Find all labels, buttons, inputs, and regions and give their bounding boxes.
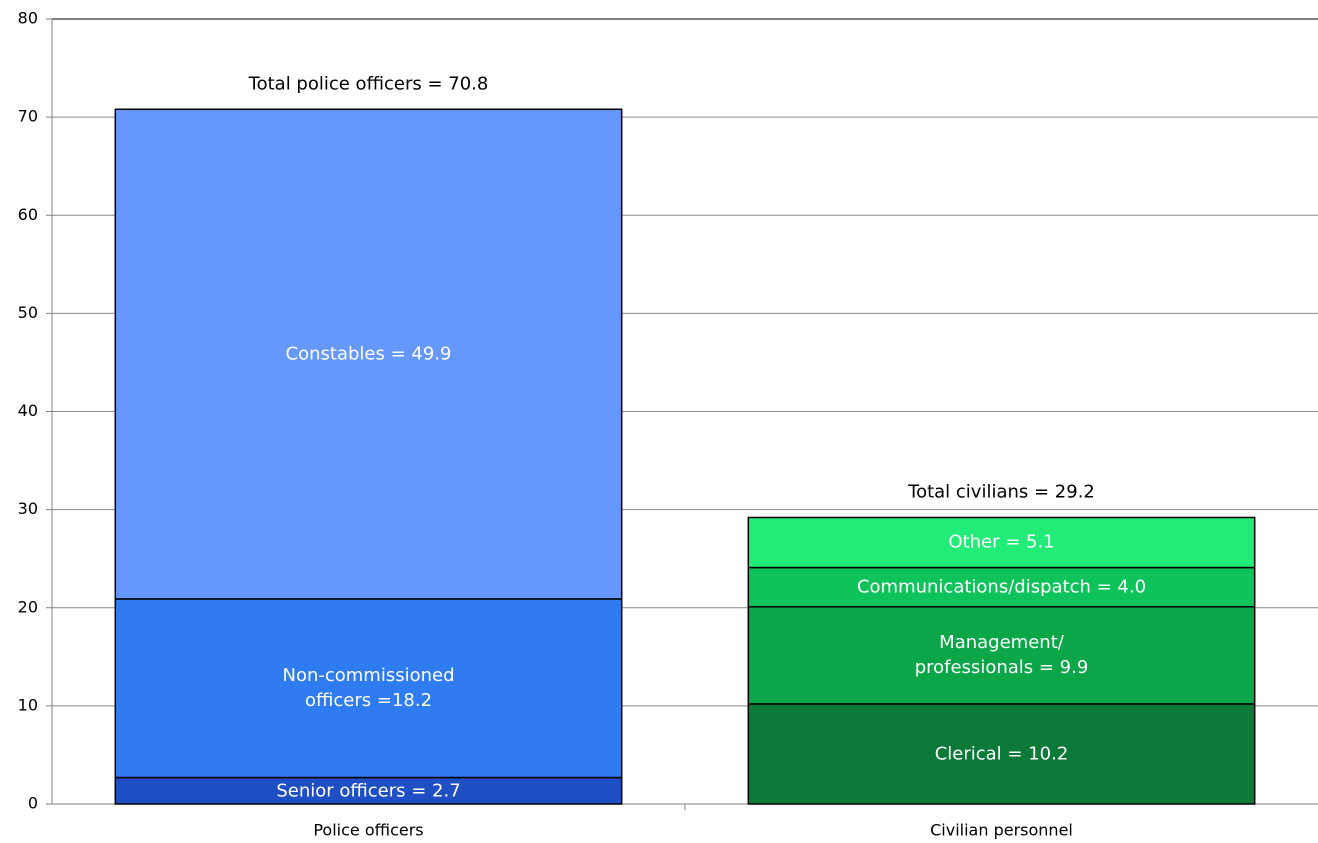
y-tick-label: 30: [18, 499, 38, 518]
bar-segment: [114, 108, 623, 600]
y-tick-label: 70: [18, 107, 38, 126]
y-tick-label: 20: [18, 597, 38, 616]
segment-label: Clerical = 10.2: [934, 743, 1069, 765]
bar-segment: [747, 516, 1256, 569]
segment-label: Other = 5.1: [948, 531, 1055, 553]
segment-label: Communications/dispatch = 4.0: [856, 576, 1147, 598]
x-tick-label: Civilian personnel: [930, 821, 1073, 840]
bar-segment: [747, 703, 1256, 805]
segment-label: Constables = 49.9: [285, 343, 452, 365]
y-tick-label: 40: [18, 401, 38, 420]
y-tick-label: 60: [18, 205, 38, 224]
bar-segment: [747, 566, 1256, 608]
bar-segment: [747, 606, 1256, 705]
segment-label: Senior officers = 2.7: [276, 780, 461, 802]
bar-segment: [114, 598, 623, 779]
total-label: Total police officers = 70.8: [248, 73, 489, 95]
segment-label: Management/ professionals = 9.9: [914, 632, 1089, 679]
segment-label: Non-commissioned officers =18.2: [282, 665, 455, 712]
bar-segment: [114, 776, 623, 805]
total-label: Total civilians = 29.2: [908, 481, 1095, 503]
y-tick-label: 50: [18, 303, 38, 322]
y-tick-label: 0: [28, 794, 38, 813]
y-tick-label: 10: [18, 695, 38, 714]
y-tick-label: 80: [18, 9, 38, 28]
x-tick-label: Police officers: [313, 821, 423, 840]
